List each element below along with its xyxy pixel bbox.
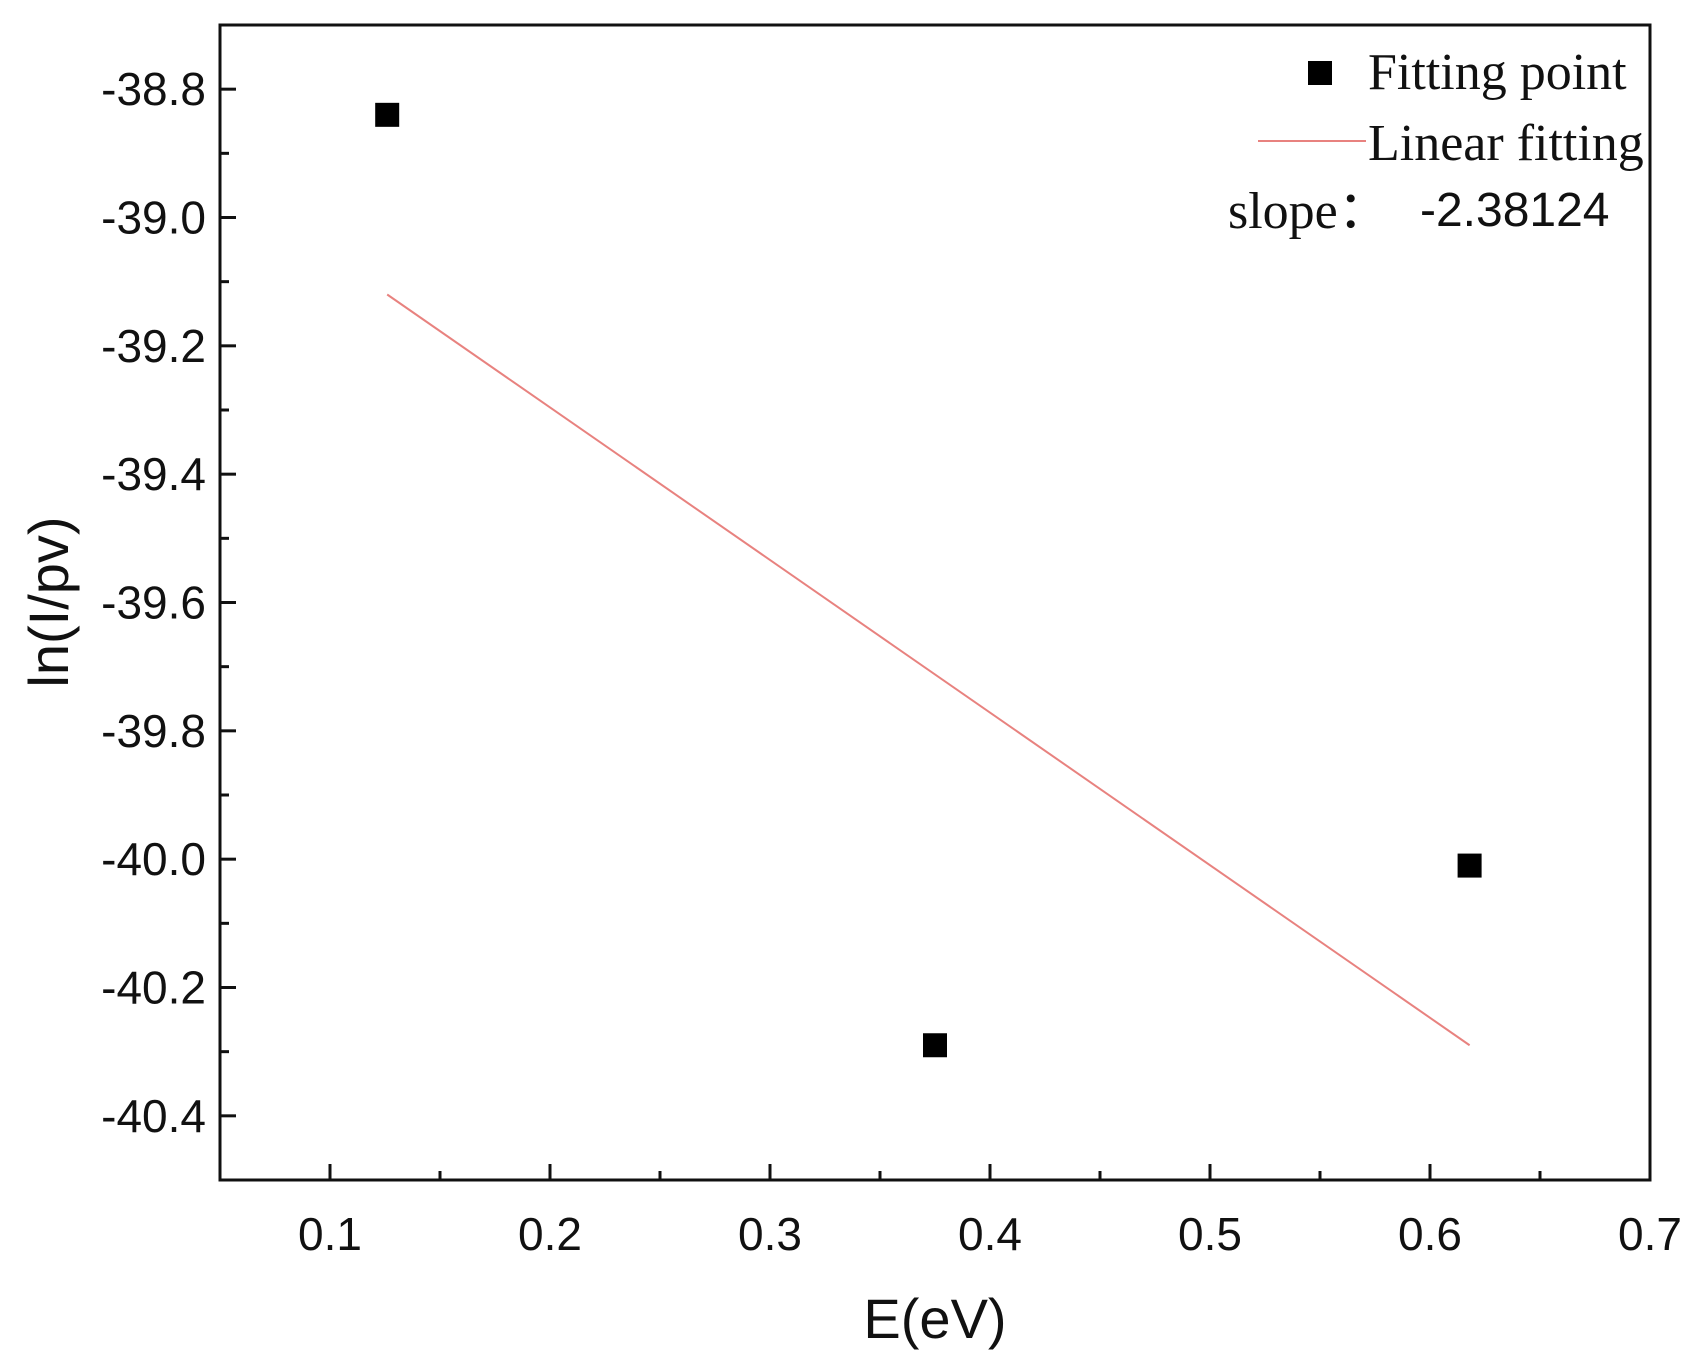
data-point — [923, 1033, 947, 1058]
x-tick-label: 0.4 — [958, 1208, 1022, 1260]
x-tick-label: 0.3 — [738, 1208, 802, 1260]
legend-label-linear-fitting: Linear fitting — [1368, 115, 1644, 172]
x-tick-label: 0.5 — [1178, 1208, 1242, 1260]
plot-area-frame — [218, 23, 1652, 1182]
y-tick-label: -39.0 — [101, 192, 206, 244]
y-tick-label: -39.6 — [101, 577, 206, 629]
y-tick-label: -40.4 — [101, 1090, 206, 1142]
data-points-layer — [375, 102, 1482, 1058]
y-tick-label: -40.2 — [101, 962, 206, 1014]
x-tick-label: 0.1 — [298, 1208, 362, 1260]
x-axis-title: E(eV) — [863, 1287, 1006, 1350]
fit-line-layer — [386, 293, 1471, 1047]
x-tick-label: 0.7 — [1618, 1208, 1682, 1260]
legend: Fitting point Linear fitting slope： -2.3… — [1228, 44, 1644, 240]
data-point — [1457, 853, 1482, 878]
y-tick-label: -39.4 — [101, 448, 206, 500]
data-point — [375, 102, 400, 127]
y-tick-label: -39.2 — [101, 320, 206, 372]
slope-value: -2.38124 — [1420, 184, 1610, 237]
x-axis-ticks: 0.1 0.2 0.3 0.4 0.5 0.6 0.7 — [298, 1164, 1682, 1260]
y-tick-label: -40.0 — [101, 833, 206, 885]
legend-label-fitting-point: Fitting point — [1368, 44, 1627, 101]
linear-fit-line — [386, 293, 1471, 1047]
legend-marker-fitting-point — [1308, 61, 1332, 85]
y-axis-ticks: -38.8 -39.0 -39.2 -39.4 -39.6 -39.8 -40.0 -40.2… — [101, 63, 236, 1142]
slope-label: slope： — [1228, 183, 1390, 240]
y-axis-title: ln(I/pv) — [17, 516, 80, 687]
y-tick-label: -38.8 — [101, 63, 206, 115]
x-tick-label: 0.2 — [518, 1208, 582, 1260]
x-tick-label: 0.6 — [1398, 1208, 1462, 1260]
y-tick-label: -39.8 — [101, 705, 206, 757]
